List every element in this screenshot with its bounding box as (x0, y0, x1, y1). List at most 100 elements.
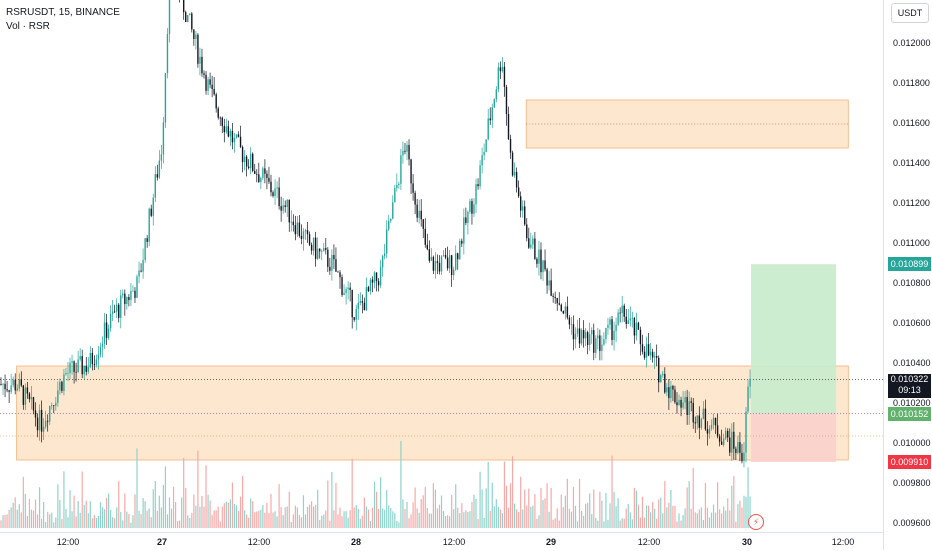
candle (574, 333, 577, 340)
volume-bar (660, 497, 662, 528)
volume-bar (148, 508, 150, 528)
volume-bar (363, 497, 365, 528)
volume-bar (304, 514, 307, 528)
candle (416, 204, 418, 218)
candle (666, 387, 668, 393)
candle (471, 201, 473, 214)
candle (655, 356, 658, 358)
volume-bar (420, 499, 422, 528)
volume-bar (357, 508, 359, 528)
candle (272, 192, 274, 196)
candle (589, 334, 591, 346)
candle (406, 144, 408, 152)
candle (51, 405, 53, 407)
volume-bar (142, 498, 144, 528)
volume-bar (449, 516, 451, 528)
volume-bar (191, 512, 193, 528)
volume-bar (73, 495, 75, 528)
candle (12, 379, 14, 386)
candle (343, 292, 345, 295)
candle (134, 290, 136, 298)
volume-bar (347, 517, 349, 528)
volume-bar (587, 502, 589, 528)
candle (379, 267, 382, 286)
price-tick: 0.011200 (893, 198, 930, 208)
candle (511, 152, 514, 176)
candle (676, 402, 678, 406)
flash-icon[interactable]: ⚡ (748, 514, 764, 530)
candle (727, 430, 729, 438)
price-tick: 0.011000 (893, 238, 930, 248)
candle (205, 74, 207, 91)
volume-bar (662, 513, 664, 528)
candle (241, 146, 244, 163)
volume-bar (55, 517, 57, 528)
candle (211, 84, 213, 90)
candle (57, 390, 59, 403)
candle (434, 261, 437, 271)
volume-bar (164, 466, 167, 528)
volume-bar (156, 510, 158, 528)
volume-bar (282, 515, 284, 528)
volume-indicator-title[interactable]: Vol · RSR (6, 21, 50, 32)
volume-bar (627, 504, 629, 528)
candle (302, 231, 305, 239)
volume-bar (114, 518, 116, 528)
volume-bar (209, 500, 211, 528)
volume-bar (116, 507, 118, 528)
candle (712, 417, 715, 425)
candle (329, 266, 331, 271)
candle (22, 385, 25, 405)
volume-bar (144, 501, 146, 528)
volume-bar (317, 489, 319, 528)
volume-bar (457, 507, 459, 528)
time-axis[interactable] (0, 532, 883, 551)
candle (219, 117, 221, 119)
candle (643, 351, 646, 358)
volume-bar (503, 461, 506, 528)
volume-bar (465, 510, 467, 528)
stop-price-label: 0.009910 (888, 455, 931, 469)
candle (678, 399, 680, 406)
candle (53, 405, 55, 407)
currency-button[interactable]: USDT (891, 3, 929, 23)
volume-bar (146, 510, 148, 528)
candle (499, 67, 502, 72)
chart-area[interactable] (0, 0, 883, 532)
candle (568, 317, 571, 325)
candle (28, 393, 31, 400)
volume-bar (396, 520, 398, 528)
candle (209, 79, 211, 85)
time-tick: 12:00 (56, 537, 80, 547)
candle (286, 199, 288, 207)
volume-bar (607, 519, 609, 528)
candle (237, 134, 240, 137)
volume-bar (49, 514, 51, 528)
candle (743, 452, 745, 462)
volume-bar (122, 520, 124, 528)
candle (319, 248, 321, 252)
candle (519, 196, 522, 211)
candle (461, 240, 463, 244)
demand-zone (16, 365, 849, 461)
volume-bar (412, 502, 414, 528)
volume-bar (203, 506, 205, 528)
price-tick: 0.009600 (893, 518, 931, 528)
volume-bar (668, 502, 670, 528)
candle (276, 187, 278, 189)
volume-bar (708, 517, 711, 528)
symbol-title[interactable]: RSRUSDT, 15, BINANCE (6, 7, 120, 18)
volume-bar (235, 505, 238, 528)
candle (513, 171, 516, 176)
volume-bar (392, 511, 394, 528)
volume-bar (737, 504, 739, 528)
candle (670, 385, 672, 399)
volume-bar (741, 507, 743, 528)
candle (718, 436, 721, 442)
candle (254, 170, 256, 174)
volume-bar (241, 476, 244, 528)
candlestick-chart[interactable] (0, 0, 883, 532)
volume-bar (65, 508, 67, 528)
candle (448, 255, 451, 269)
volume-bar (43, 502, 45, 528)
